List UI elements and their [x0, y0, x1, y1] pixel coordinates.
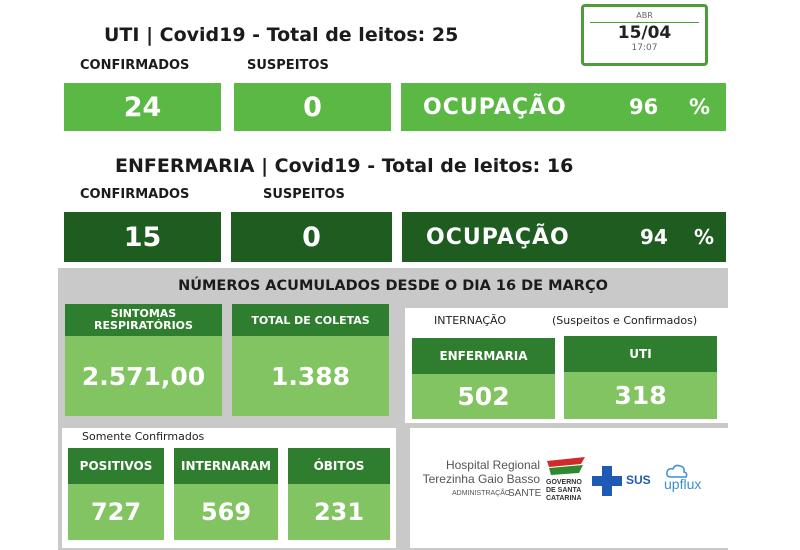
uti-title: UTI | Covid19 - Total de leitos: 25 [104, 24, 459, 46]
sintomas-value: 2.571,00 [65, 336, 222, 416]
uti-occupancy-box: OCUPAÇÃO 96 % [401, 83, 726, 131]
sus-cross-icon [592, 466, 622, 496]
governo-text-1: GOVERNO [546, 479, 582, 486]
governo-sc-text: GOVERNO DE SANTA CATARINA [546, 479, 582, 503]
governo-text-2: DE SANTA [546, 487, 582, 494]
internaram-header: INTERNARAM [174, 448, 278, 484]
internaram-value: 569 [174, 484, 278, 540]
uti-occupancy-label: OCUPAÇÃO [423, 94, 567, 120]
sintomas-label-2: RESPIRATÓRIOS [94, 319, 193, 332]
enfermaria-occupancy-box: OCUPAÇÃO 94 % [402, 212, 726, 262]
date-day: 15/04 [617, 23, 672, 43]
internacao-label: INTERNAÇÃO [434, 314, 507, 327]
logos-panel [410, 428, 728, 548]
governo-text-3: CATARINA [546, 495, 582, 502]
uti-occupancy-value: 96 [629, 95, 659, 119]
internacao-uti-value: 318 [564, 372, 717, 419]
sintomas-header: SINTOMAS RESPIRATÓRIOS [65, 304, 222, 336]
hospital-name-2: Terezinha Gaio Basso [422, 472, 540, 486]
date-month: ABR [636, 11, 653, 20]
date-box: ABR 15/04 17:07 [581, 4, 708, 66]
enfermaria-confirmed-label: CONFIRMADOS [80, 187, 190, 202]
obitos-value: 231 [288, 484, 390, 540]
enfermaria-occupancy-label: OCUPAÇÃO [426, 224, 570, 250]
upflux-cloud-icon [666, 463, 688, 478]
hospital-name-1: Hospital Regional [445, 458, 540, 472]
sintomas-label-1: SINTOMAS [110, 307, 177, 320]
hospital-admin: ADMINISTRAÇÃO [452, 490, 511, 497]
internacao-enfermaria-header: ENFERMARIA [412, 338, 555, 374]
uti-confirmed-value: 24 [64, 83, 221, 131]
internacao-note: (Suspeitos e Confirmados) [552, 314, 698, 327]
enfermaria-suspected-label: SUSPEITOS [263, 187, 345, 202]
enfermaria-occupancy-value: 94 [640, 225, 668, 249]
uti-suspected-value: 0 [234, 83, 391, 131]
uti-suspected-label: SUSPEITOS [247, 58, 329, 73]
upflux-text: upflux [664, 476, 702, 492]
positivos-header: POSITIVOS [68, 448, 164, 484]
hospital-sante: SANTE [508, 488, 542, 499]
internacao-uti-header: UTI [564, 336, 717, 372]
governo-sc-logo-icon [545, 455, 587, 477]
enfermaria-suspected-value: 0 [231, 212, 392, 262]
accumulated-title: NÚMEROS ACUMULADOS DESDE O DIA 16 DE MAR… [178, 278, 608, 294]
internacao-enfermaria-value: 502 [412, 374, 555, 419]
positivos-value: 727 [68, 484, 164, 540]
uti-occupancy-pct: % [689, 95, 711, 119]
obitos-header: ÓBITOS [288, 448, 390, 484]
uti-confirmed-label: CONFIRMADOS [80, 58, 190, 73]
enfermaria-title: ENFERMARIA | Covid19 - Total de leitos: … [115, 155, 574, 177]
coletas-header: TOTAL DE COLETAS [232, 304, 389, 336]
sus-text: SUS [626, 473, 651, 487]
date-time: 17:07 [631, 43, 658, 53]
coletas-value: 1.388 [232, 336, 389, 416]
enfermaria-confirmed-value: 15 [64, 212, 221, 262]
only-confirmed-label: Somente Confirmados [82, 430, 205, 443]
enfermaria-occupancy-pct: % [694, 225, 715, 249]
